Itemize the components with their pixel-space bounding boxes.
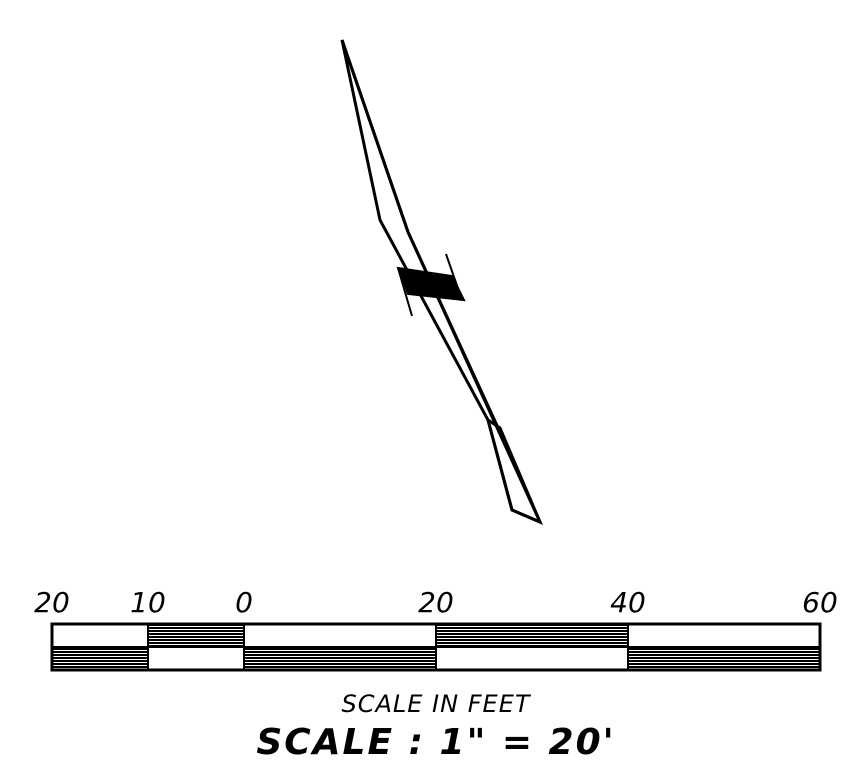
north-arrow-crossbar-left-tick	[397, 267, 413, 317]
scale-segment-bottom-5	[627, 646, 821, 671]
scale-caption: SCALE IN FEET	[341, 690, 531, 718]
north-arrow-crossbar	[396, 266, 466, 302]
north-arrow	[340, 39, 543, 525]
scale-segment-top-3	[243, 623, 437, 648]
tick-label-40: 40	[610, 586, 646, 619]
north-arrow-crossbar-right-tick	[445, 253, 463, 301]
scale-bar: 20 10 0 20 40 60 SCALE IN FEET SCALE : 1…	[34, 586, 838, 761]
tick-label-60: 60	[802, 586, 838, 619]
tick-label-10: 10	[130, 586, 166, 619]
tick-label-20-left: 20	[34, 586, 70, 619]
scale-bar-border	[50, 622, 822, 672]
scale-segment-top-5	[627, 623, 821, 648]
scale-segment-top-4	[435, 623, 629, 648]
tick-label-20: 20	[418, 586, 454, 619]
scale-ratio-text: SCALE : 1" = 20'	[256, 722, 615, 761]
scale-segment-bottom-4	[435, 646, 629, 671]
scale-bar-tick-labels: 20 10 0 20 40 60	[34, 586, 838, 619]
tick-label-0: 0	[235, 586, 253, 619]
scale-segment-bottom-3	[243, 646, 437, 671]
north-arrow-shaft	[340, 39, 410, 233]
north-arrow-shaft-lower	[406, 231, 502, 433]
scale-segment-top-1	[51, 623, 149, 648]
scale-segment-top-2	[147, 623, 245, 648]
scale-segment-bottom-2	[147, 646, 245, 671]
scale-segment-bottom-1	[51, 646, 149, 671]
north-arrow-lower-tip	[485, 416, 543, 525]
